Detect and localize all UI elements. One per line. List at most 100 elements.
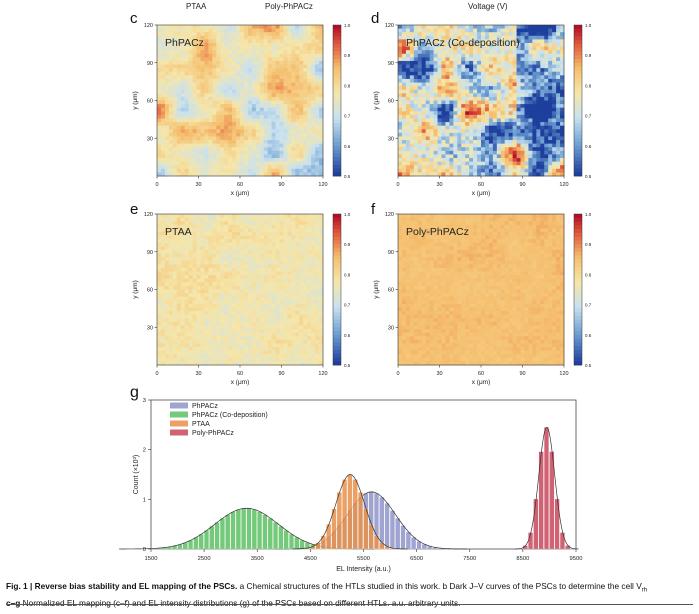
map-cell <box>172 32 178 37</box>
map-cell <box>216 242 221 247</box>
map-cell <box>275 114 280 119</box>
map-cell <box>176 231 182 236</box>
map-cell <box>216 129 221 134</box>
map-cell <box>236 75 241 80</box>
map-cell <box>477 75 482 80</box>
map-cell <box>224 140 229 145</box>
map-cell <box>299 50 304 55</box>
map-cell <box>263 25 269 29</box>
map-cell <box>401 140 407 145</box>
map-cell <box>319 114 324 119</box>
map-cell <box>319 221 324 226</box>
map-cell <box>216 100 221 105</box>
map-cell <box>236 68 241 73</box>
map-cell <box>445 35 450 40</box>
map-cell <box>247 253 253 258</box>
map-cell <box>243 217 249 222</box>
map-cell <box>413 89 419 94</box>
map-cell <box>421 122 427 127</box>
map-cell <box>311 118 316 123</box>
map-cell <box>200 136 205 141</box>
map-cell <box>157 231 162 236</box>
map-cell <box>548 125 553 130</box>
map-cell <box>469 136 474 141</box>
map-cell <box>311 78 316 83</box>
map-cell <box>544 89 549 94</box>
map-cell <box>188 75 193 80</box>
map-cell <box>251 75 257 80</box>
map-cell <box>236 32 241 37</box>
map-cell <box>453 111 458 116</box>
map-cell <box>311 53 316 58</box>
map-cell <box>291 282 296 287</box>
map-cell <box>204 143 209 148</box>
map-cell <box>429 71 434 76</box>
map-cell <box>508 89 514 94</box>
map-cell <box>500 100 506 105</box>
map-cell <box>484 143 490 148</box>
map-cell <box>552 168 557 173</box>
map-cell <box>259 150 265 155</box>
map-cell <box>512 150 517 155</box>
map-cell <box>461 132 466 137</box>
map-cell <box>548 39 553 44</box>
map-cell <box>263 46 269 51</box>
map-cell <box>481 100 486 105</box>
map-cell <box>192 143 197 148</box>
map-cell <box>271 71 276 76</box>
map-cell <box>409 86 415 91</box>
map-cell <box>417 147 423 152</box>
map-cell <box>263 278 269 283</box>
map-cell <box>461 100 466 105</box>
map-cell <box>536 82 541 87</box>
colorbar-segment <box>574 160 582 166</box>
map-cell <box>307 60 312 65</box>
map-cell <box>437 129 442 134</box>
map-cell <box>200 125 205 130</box>
map-cell <box>421 136 427 141</box>
map-cell <box>299 114 304 119</box>
map-cell <box>243 239 249 244</box>
map-cell <box>216 231 221 236</box>
map-cell <box>287 32 292 37</box>
map-cell <box>259 125 265 130</box>
map-cell <box>255 235 261 240</box>
map-cell <box>508 60 514 65</box>
map-cell <box>275 140 280 145</box>
map-cell <box>204 111 209 116</box>
map-cell <box>536 68 541 73</box>
map-cell <box>405 60 411 65</box>
map-cell <box>303 114 308 119</box>
map-cell <box>512 122 517 127</box>
map-cell <box>172 25 178 29</box>
map-cell <box>243 285 249 290</box>
map-cell <box>228 296 233 301</box>
map-cell <box>484 147 490 152</box>
map-cell <box>532 136 537 141</box>
map-cell <box>512 75 517 80</box>
map-cell <box>275 303 280 308</box>
map-cell <box>204 132 209 137</box>
map-cell <box>259 168 265 173</box>
map-cell <box>164 264 170 269</box>
map-cell <box>204 278 209 283</box>
map-cell <box>303 221 308 226</box>
map-cell <box>295 224 300 229</box>
map-cell <box>291 60 296 65</box>
map-cell <box>504 60 510 65</box>
map-cell <box>303 161 308 166</box>
colorbar-segment <box>333 138 341 143</box>
map-cell <box>251 64 257 69</box>
map-cell <box>164 221 170 226</box>
map-cell <box>291 242 296 247</box>
map-cell <box>240 68 245 73</box>
map-cell <box>228 278 233 283</box>
map-cell <box>398 75 403 80</box>
map-cell <box>413 57 419 62</box>
map-cell <box>405 172 411 177</box>
map-cell <box>500 165 506 170</box>
map-cell <box>484 35 490 40</box>
map-cell <box>481 82 486 87</box>
colorbar-segment <box>574 89 582 94</box>
map-cell <box>398 35 403 40</box>
